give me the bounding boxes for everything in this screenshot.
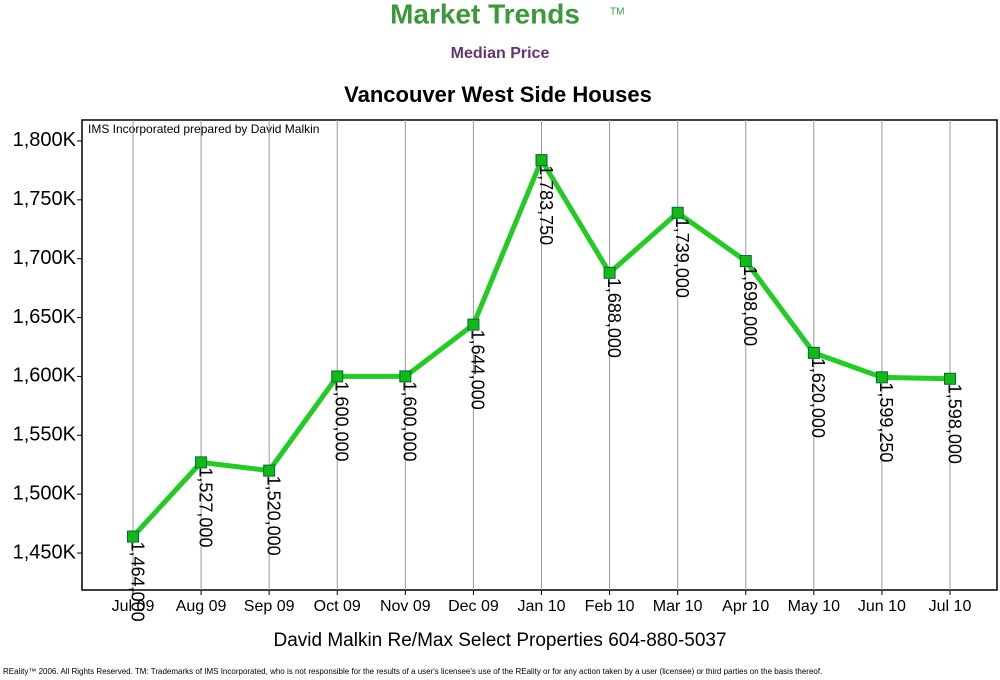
marker: [127, 530, 139, 543]
x-tick-label: Jun 10: [858, 598, 906, 615]
data-label: 1,464,000: [127, 542, 147, 622]
marker: [331, 370, 344, 383]
subtitle: Median Price: [451, 45, 550, 62]
x-tick-label: Nov 09: [380, 598, 431, 615]
plot-frame: [81, 119, 998, 591]
data-label: 1,783,750: [536, 165, 556, 245]
marker: [535, 154, 548, 167]
x-tick-label: Mar 10: [653, 598, 703, 615]
x-tick-label: May 10: [788, 598, 841, 615]
data-label: 1,520,000: [263, 476, 283, 556]
marker: [399, 370, 412, 383]
y-tick-label: 1,600K: [13, 365, 77, 387]
marker: [739, 255, 752, 268]
brand: Market Trends: [390, 0, 580, 29]
x-tick-label: Dec 09: [448, 598, 499, 615]
data-label: 1,739,000: [672, 218, 692, 298]
y-tick-label: 1,450K: [13, 541, 77, 563]
data-label: 1,620,000: [808, 358, 828, 438]
marker: [671, 206, 684, 219]
data-label: 1,527,000: [195, 467, 215, 547]
marker: [807, 346, 820, 359]
data-label: 1,600,000: [332, 381, 352, 461]
y-tick-label: 1,700K: [13, 247, 77, 269]
data-label: 1,600,000: [400, 381, 420, 461]
marker: [944, 372, 956, 385]
y-tick-label: 1,650K: [13, 306, 77, 328]
x-tick-label: Feb 10: [585, 598, 635, 615]
disclaimer: REality™ 2006. All Rights Reserved. TM: …: [3, 667, 822, 676]
chart-title: Vancouver West Side Houses: [344, 82, 652, 107]
data-label: 1,688,000: [604, 278, 624, 358]
x-tick-label: Apr 10: [722, 598, 769, 615]
trademark: TM: [610, 7, 624, 18]
y-tick-label: 1,750K: [13, 188, 77, 210]
x-tick-label: Oct 09: [314, 598, 361, 615]
x-tick-label: Jul 09: [112, 598, 155, 615]
y-tick-label: 1,800K: [13, 129, 77, 151]
contact: David Malkin Re/Max Select Properties 60…: [273, 630, 726, 651]
x-tick-label: Jan 10: [517, 598, 565, 615]
x-tick-label: Jul 10: [929, 598, 972, 615]
y-tick-label: 1,550K: [13, 424, 77, 446]
y-tick-label: 1,500K: [13, 482, 77, 504]
note: IMS Incorporated prepared by David Malki…: [88, 122, 319, 136]
data-label: 1,644,000: [468, 330, 488, 410]
data-label: 1,598,000: [944, 384, 964, 464]
marker: [603, 266, 616, 279]
data-label: 1,599,250: [876, 382, 896, 462]
marker: [467, 318, 480, 331]
x-tick-label: Sep 09: [244, 598, 295, 615]
x-tick-label: Aug 09: [176, 598, 227, 615]
data-label: 1,698,000: [740, 266, 760, 346]
marker: [875, 371, 888, 384]
marker: [195, 456, 208, 469]
marker: [263, 464, 276, 477]
